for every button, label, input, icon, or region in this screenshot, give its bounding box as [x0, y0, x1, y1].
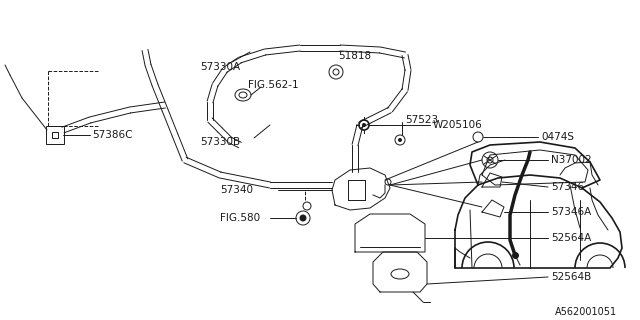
Text: 0474S: 0474S	[541, 132, 574, 142]
Text: 57346: 57346	[551, 182, 584, 192]
Text: 57330B: 57330B	[200, 137, 240, 147]
Text: W205106: W205106	[433, 120, 483, 130]
Text: 57523: 57523	[405, 115, 438, 125]
Text: 57346A: 57346A	[551, 207, 591, 217]
Text: N37002: N37002	[551, 155, 591, 165]
Text: 57386C: 57386C	[92, 130, 132, 140]
Circle shape	[398, 138, 402, 142]
Circle shape	[300, 215, 306, 221]
Text: 52564B: 52564B	[551, 272, 591, 282]
FancyBboxPatch shape	[46, 126, 64, 144]
Text: 57340: 57340	[220, 185, 253, 195]
Circle shape	[362, 123, 366, 127]
Text: FIG.580: FIG.580	[220, 213, 260, 223]
Text: A562001051: A562001051	[555, 307, 617, 317]
Text: FIG.562-1: FIG.562-1	[248, 80, 299, 90]
Text: 57330A: 57330A	[200, 62, 240, 72]
Text: 51818: 51818	[338, 51, 371, 61]
Text: 52564A: 52564A	[551, 233, 591, 243]
